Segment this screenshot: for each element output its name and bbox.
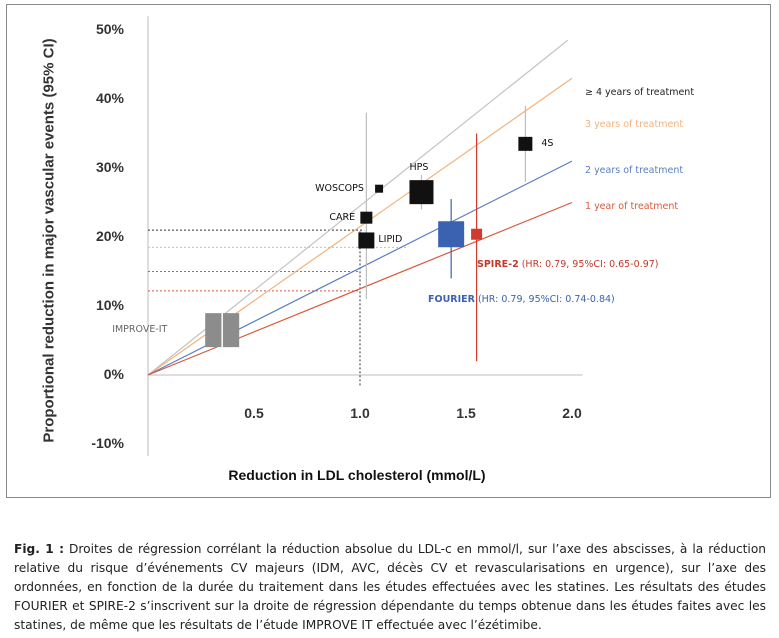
regression-line-label: 1 year of treatment — [585, 201, 679, 212]
study-marker — [360, 211, 373, 224]
study-marker — [358, 232, 375, 249]
spire-result-label-detail: (HR: 0.79, 95%CI: 0.65-0.97) — [518, 259, 659, 270]
spire-result-label: SPIRE-2 (HR: 0.79, 95%CI: 0.65-0.97) — [477, 259, 659, 270]
fourier-result-label: FOURIER (HR: 0.79, 95%CI: 0.74-0.84) — [428, 294, 615, 305]
x-tick-label: 0.5 — [244, 405, 264, 421]
x-tick-label: 2.0 — [562, 405, 582, 421]
study-marker — [438, 221, 465, 248]
y-tick-label: 50% — [95, 21, 124, 37]
x-axis-label: Reduction in LDL cholesterol (mmol/L) — [228, 467, 486, 483]
y-axis-label: Proportional reduction in major vascular… — [40, 38, 58, 443]
chart-plot — [147, 16, 583, 456]
y-tick-label: -10% — [91, 435, 124, 451]
y-tick-label: 0% — [103, 366, 124, 382]
x-tick-label: 1.0 — [350, 405, 370, 421]
x-tick-label: 1.5 — [456, 405, 476, 421]
y-tick-label: 30% — [95, 159, 124, 175]
study-label: IMPROVE-IT — [112, 324, 168, 336]
study-label: 4S — [541, 137, 554, 149]
caption-label: Fig. 1 : — [14, 542, 65, 556]
study-label: WOSCOPS — [315, 182, 364, 194]
fourier-result-label-name: FOURIER — [428, 294, 475, 305]
y-tick-label: 40% — [95, 90, 124, 106]
study-marker — [518, 136, 533, 151]
study-marker — [375, 184, 384, 193]
study-label: HPS — [409, 162, 429, 174]
y-tick-label: 10% — [95, 297, 124, 313]
y-tick-label: 20% — [95, 228, 124, 244]
figure-frame: Proportional reduction in major vascular… — [6, 4, 771, 498]
regression-line-label: 2 years of treatment — [585, 165, 684, 176]
study-marker — [409, 180, 434, 205]
fourier-result-label-detail: (HR: 0.79, 95%CI: 0.74-0.84) — [474, 294, 615, 305]
spire-result-label-name: SPIRE-2 — [477, 259, 519, 270]
regression-line-label: 3 years of treatment — [585, 119, 684, 130]
regression-line-label: ≥ 4 years of treatment — [585, 87, 695, 98]
caption-text: Droites de régression corrélant la réduc… — [14, 542, 766, 632]
study-label: LIPID — [378, 234, 403, 246]
study-marker — [471, 228, 483, 240]
figure-caption: Fig. 1 : Droites de régression corrélant… — [14, 540, 766, 635]
study-label: CARE — [329, 211, 356, 223]
